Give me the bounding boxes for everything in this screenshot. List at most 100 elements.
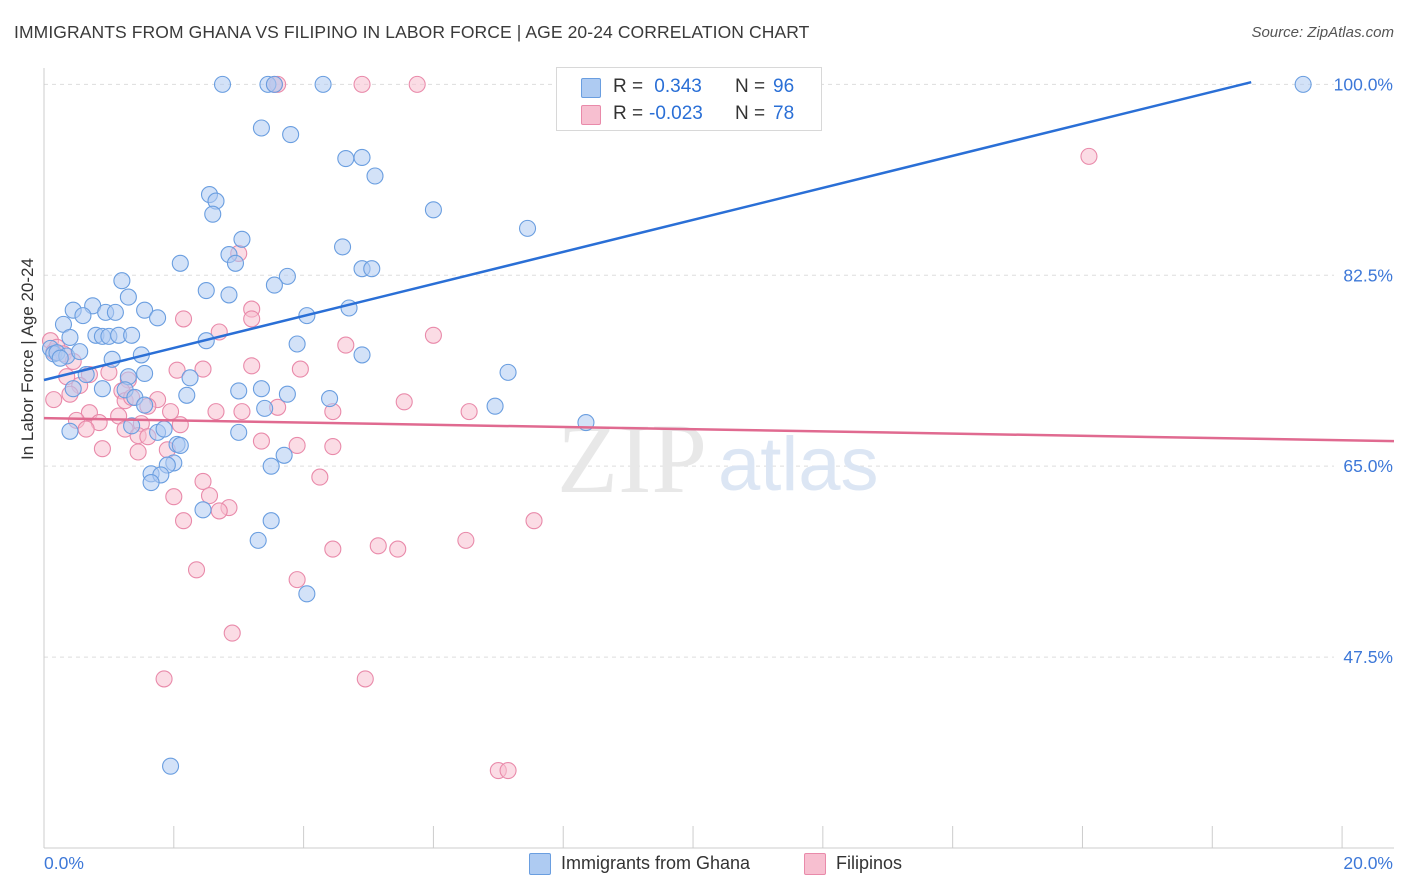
ghana-point — [366, 167, 384, 185]
filipino-point — [210, 502, 228, 520]
source-label: Source: ZipAtlas.com — [1251, 24, 1394, 41]
ghana-point — [282, 125, 300, 144]
filipino-trend-line — [43, 416, 1395, 443]
filipino-point — [233, 403, 251, 421]
filipino-point — [155, 670, 173, 688]
legend-swatch-filipino — [581, 105, 601, 125]
ghana-point — [178, 386, 196, 404]
ghana-trend-line — [43, 80, 1252, 382]
filipino-point — [162, 403, 180, 421]
filipino-point — [369, 537, 387, 555]
ghana-point — [204, 205, 222, 223]
watermark-atlas: atlas — [718, 422, 879, 507]
ghana-point — [518, 219, 537, 237]
legend-swatch-ghana — [581, 78, 601, 98]
y-axis-label: In Labor Force | Age 20-24 — [18, 258, 37, 460]
filipino-point — [311, 468, 329, 486]
filipino-point — [243, 357, 261, 375]
y-tick-label: 82.5% — [1343, 265, 1393, 285]
ghana-point — [197, 281, 215, 300]
legend-r-label: R = — [613, 76, 644, 97]
filipino-point — [223, 624, 241, 642]
chart-title: IMMIGRANTS FROM GHANA VS FILIPINO IN LAB… — [14, 22, 810, 42]
filipino-point — [1080, 147, 1098, 165]
legend-n-value: 78 — [773, 103, 795, 124]
y-tick-label: 100.0% — [1334, 74, 1393, 94]
filipino-point — [243, 310, 261, 328]
ghana-point — [363, 260, 381, 278]
ghana-point — [262, 512, 280, 530]
ghana-point — [136, 364, 154, 383]
ghana-point — [265, 75, 283, 93]
filipino-point — [165, 488, 183, 506]
ghana-point — [314, 75, 332, 93]
ghana-point — [278, 267, 296, 285]
filipino-point — [174, 512, 193, 530]
ghana-point — [194, 501, 212, 519]
legend-n-value: 96 — [773, 76, 795, 97]
filipino-point — [288, 571, 306, 589]
filipino-point — [168, 361, 186, 379]
ghana-point — [171, 254, 189, 272]
ghana-point — [499, 363, 517, 381]
ghana-point — [252, 119, 270, 137]
legend-n-label: N = — [735, 103, 766, 124]
ghana-point — [136, 301, 154, 319]
ghana-point — [298, 585, 316, 603]
ghana-point — [226, 254, 245, 272]
ghana-point — [256, 399, 274, 417]
filipino-point — [93, 440, 111, 458]
filipino-point — [291, 360, 309, 378]
ghana-point — [337, 149, 355, 168]
filipino-point — [356, 670, 374, 688]
filipino-point — [525, 512, 543, 530]
ghana-point — [106, 303, 124, 321]
ghana-point — [149, 309, 167, 327]
ghana-point — [275, 446, 293, 464]
ghana-point — [486, 397, 504, 415]
stats-legend: R = 0.343 N = 96 R = -0.023 N = 78 — [556, 67, 822, 131]
ghana-point — [230, 382, 248, 400]
ghana-point — [249, 531, 267, 549]
filipino-point — [171, 416, 189, 434]
filipino-point — [45, 391, 63, 409]
ghana-point — [233, 230, 251, 248]
axes — [43, 68, 1394, 849]
ghana-point — [353, 148, 371, 167]
filipino-point — [389, 540, 407, 558]
trend-lines — [43, 80, 1395, 443]
legend-r-value: 0.343 — [649, 76, 702, 97]
ghana-point — [64, 380, 82, 398]
watermark: ZIP atlas — [557, 403, 879, 514]
ghana-point — [142, 473, 160, 492]
y-tick-label: 47.5% — [1343, 647, 1393, 667]
filipino-point — [324, 540, 342, 558]
ghana-point — [61, 328, 79, 347]
ghana-point — [171, 436, 189, 455]
legend-swatch-ghana — [529, 853, 551, 875]
ghana-points — [41, 75, 1312, 775]
ghana-point — [93, 380, 111, 398]
x-tick-label: 20.0% — [1343, 853, 1393, 873]
ghana-point — [334, 238, 352, 256]
filipino-point — [457, 531, 475, 549]
filipino-point — [207, 403, 225, 421]
filipino-point — [499, 761, 517, 780]
filipino-point — [288, 436, 306, 455]
ghana-point — [51, 349, 69, 367]
y-tick-label: 65.0% — [1343, 456, 1393, 476]
legend-r-label: R = — [613, 103, 644, 124]
legend-swatch-filipinos — [804, 853, 826, 875]
filipino-point — [324, 437, 342, 456]
filipino-point — [194, 360, 212, 378]
filipino-point — [200, 487, 219, 505]
legend-r-value: -0.023 — [649, 103, 703, 124]
x-tick-label: 0.0% — [44, 853, 84, 873]
ghana-point — [136, 396, 154, 414]
legend-label-filipinos: Filipinos — [836, 853, 903, 873]
filipino-point — [337, 336, 355, 354]
ghana-point — [220, 286, 238, 304]
ghana-point — [123, 417, 141, 435]
filipino-point — [174, 310, 193, 328]
